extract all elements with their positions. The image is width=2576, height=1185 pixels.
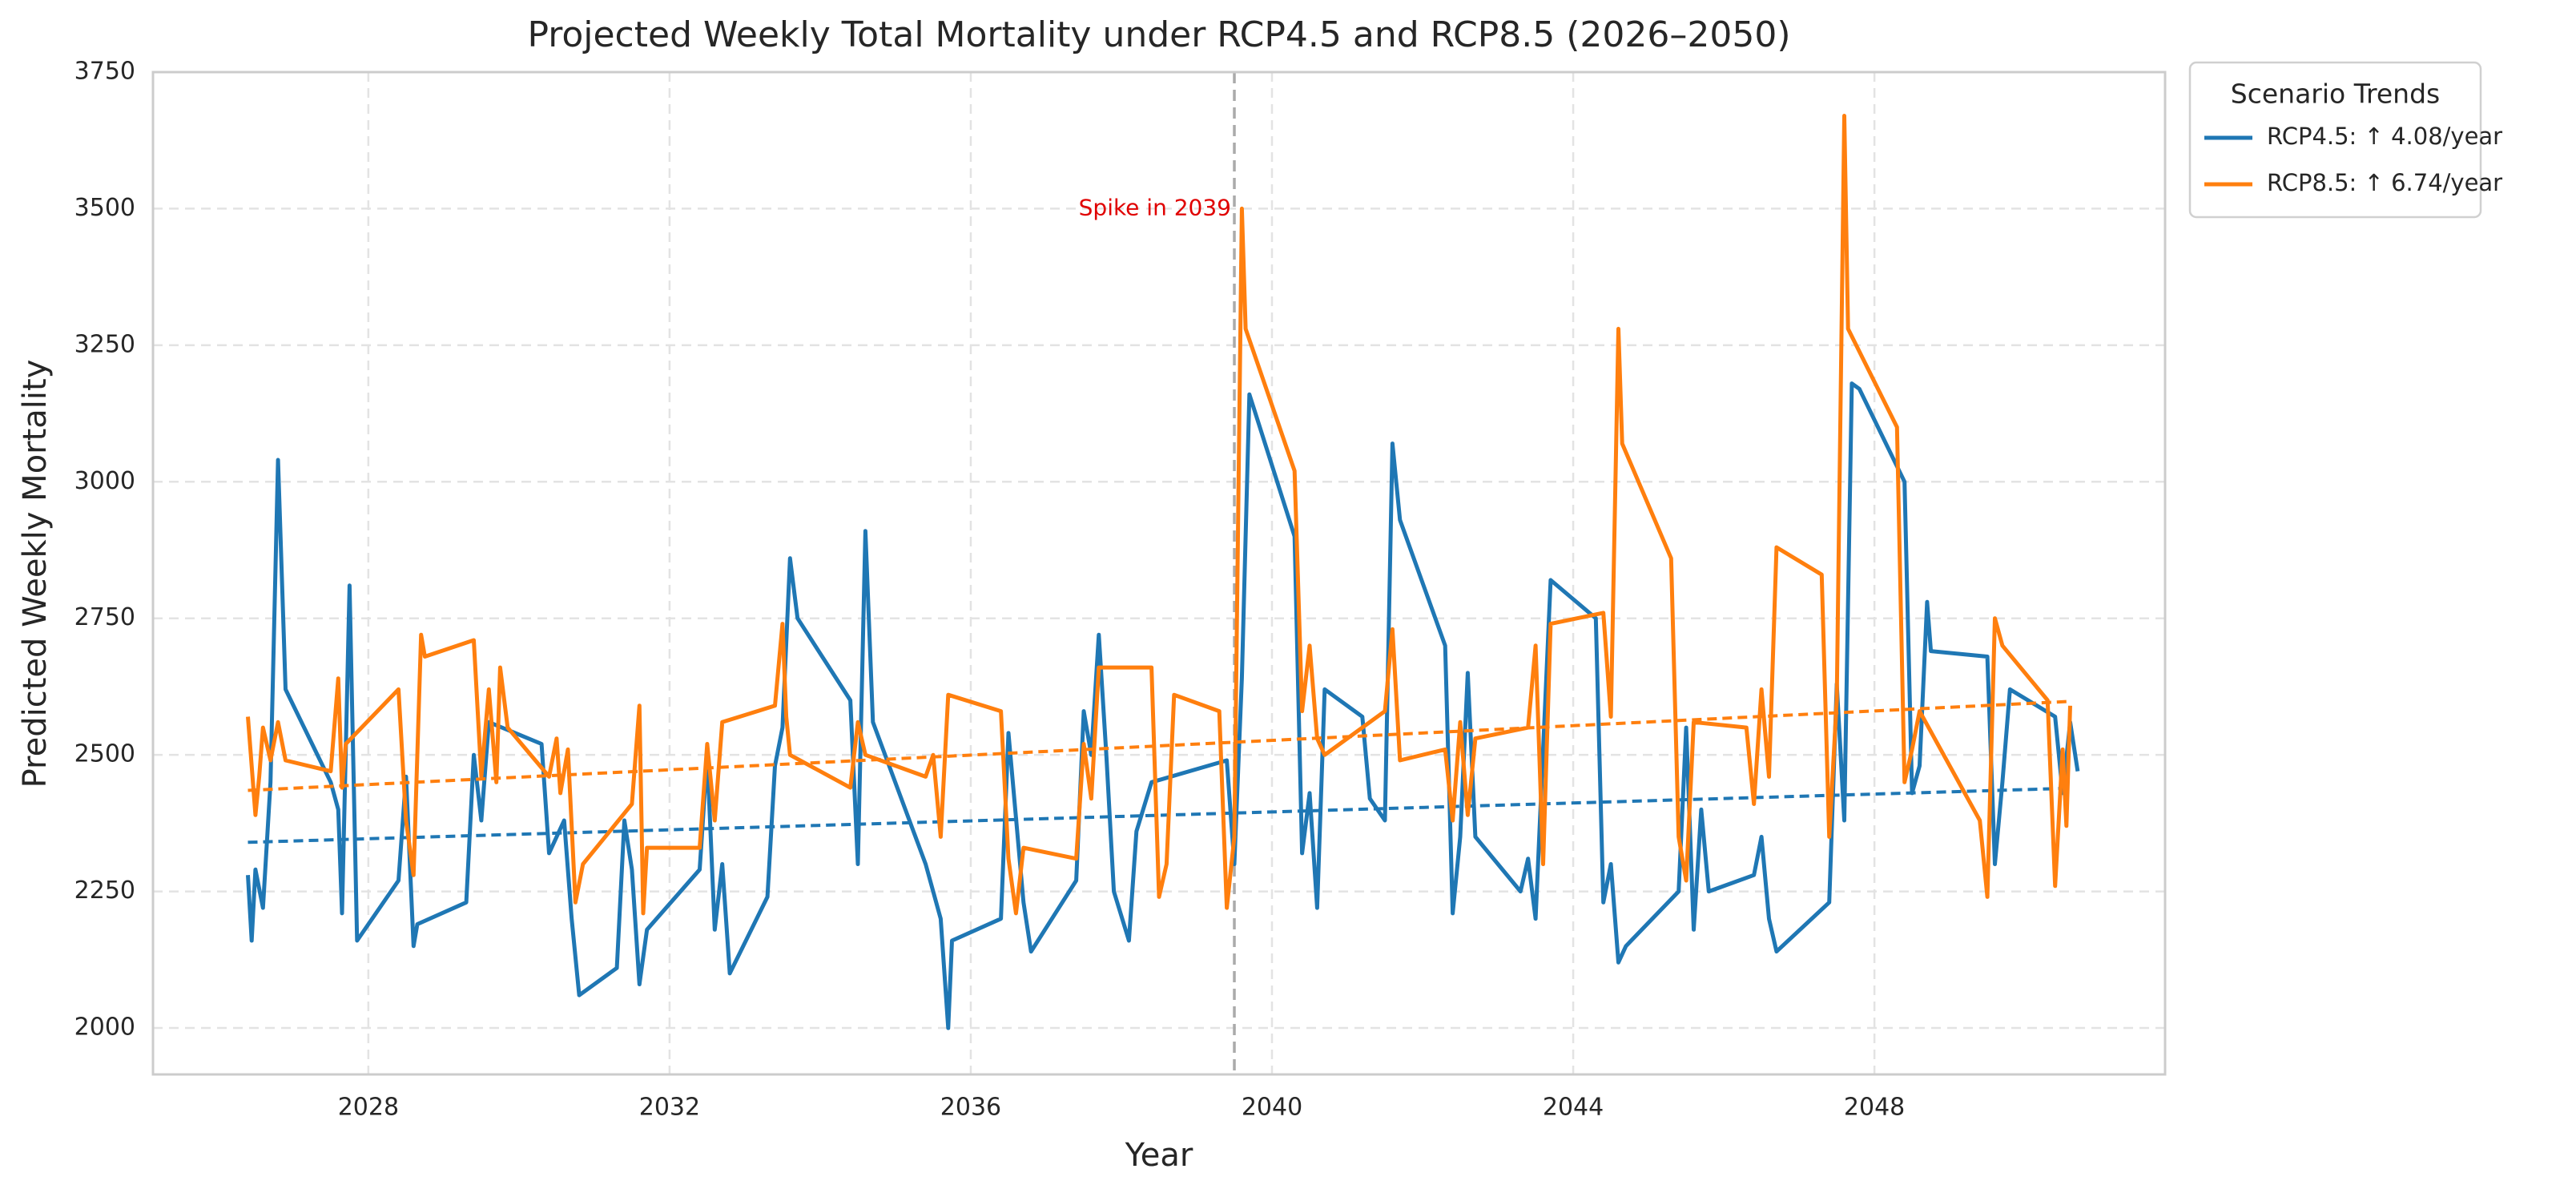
legend-label: RCP8.5: ↑ 6.74/year <box>2267 169 2502 196</box>
y-tick-label: 2750 <box>74 603 135 631</box>
x-tick-label: 2036 <box>940 1094 1001 1122</box>
x-tick-label: 2048 <box>1844 1094 1905 1122</box>
y-tick-label: 3500 <box>74 194 135 222</box>
legend-label: RCP4.5: ↑ 4.08/year <box>2267 123 2502 150</box>
x-tick-label: 2044 <box>1543 1094 1604 1122</box>
y-axis-label: Predicted Weekly Mortality <box>17 360 54 788</box>
series-line <box>246 381 2080 1030</box>
x-tick-label: 2040 <box>1242 1094 1302 1122</box>
x-axis-label: Year <box>1125 1137 1193 1174</box>
y-tick-label: 2000 <box>74 1014 135 1042</box>
legend-box <box>2188 61 2482 219</box>
chart-title: Projected Weekly Total Mortality under R… <box>527 14 1790 55</box>
y-tick-label: 2500 <box>74 740 135 768</box>
y-tick-label: 3750 <box>74 58 135 86</box>
trend-line <box>248 786 2071 844</box>
y-tick-label: 3250 <box>74 330 135 358</box>
x-tick-label: 2032 <box>639 1094 700 1122</box>
x-tick-label: 2028 <box>338 1094 399 1122</box>
plot-frame <box>151 71 2167 1076</box>
y-tick-label: 2250 <box>74 877 135 905</box>
series-line <box>246 114 2072 916</box>
annotation: Spike in 2039 <box>1079 194 1231 220</box>
y-tick-label: 3000 <box>74 467 135 495</box>
legend-title: Scenario Trends <box>2231 79 2440 110</box>
